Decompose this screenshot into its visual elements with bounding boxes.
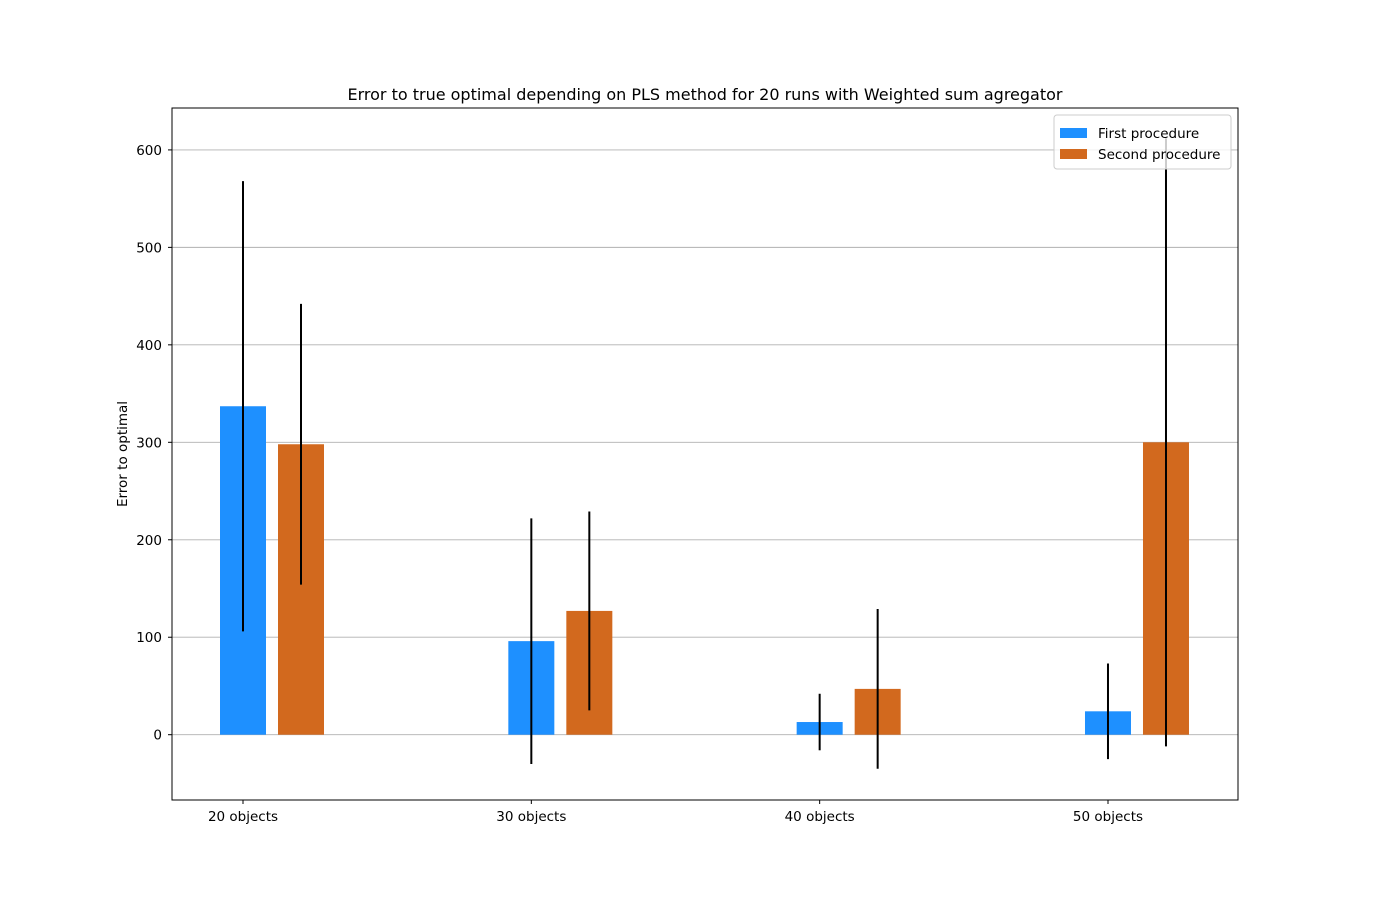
- x-tick-label: 40 objects: [785, 809, 855, 825]
- plot-frame: [171, 107, 1239, 801]
- legend-swatch-first-procedure: [1060, 128, 1087, 138]
- y-tick-label: 400: [136, 338, 162, 354]
- y-tick-label: 0: [153, 728, 162, 744]
- x-tick-label: 50 objects: [1073, 809, 1143, 825]
- x-axis-ticks: 20 objects 30 objects 40 objects 50 objects: [208, 800, 1143, 825]
- x-tick-label: 30 objects: [496, 809, 566, 825]
- y-tick-label: 100: [136, 630, 162, 646]
- legend-box: [1053, 114, 1232, 170]
- y-axis-label: Error to optimal: [115, 401, 131, 507]
- legend-label-second-procedure: Second procedure: [1098, 147, 1220, 163]
- error-bar-layer: [242, 138, 1167, 769]
- legend-swatch-second-procedure: [1060, 149, 1087, 159]
- y-tick-label: 200: [136, 533, 162, 549]
- legend[interactable]: First procedure Second procedure: [1053, 114, 1232, 170]
- legend-label-first-procedure: First procedure: [1098, 126, 1199, 142]
- chart-title: Error to true optimal depending on PLS m…: [347, 85, 1062, 104]
- y-axis-ticks: 0 100 200 300 400 500 600: [136, 143, 172, 744]
- y-tick-label: 300: [136, 435, 162, 451]
- x-tick-label: 20 objects: [208, 809, 278, 825]
- y-tick-label: 600: [136, 143, 162, 159]
- y-tick-label: 500: [136, 240, 162, 256]
